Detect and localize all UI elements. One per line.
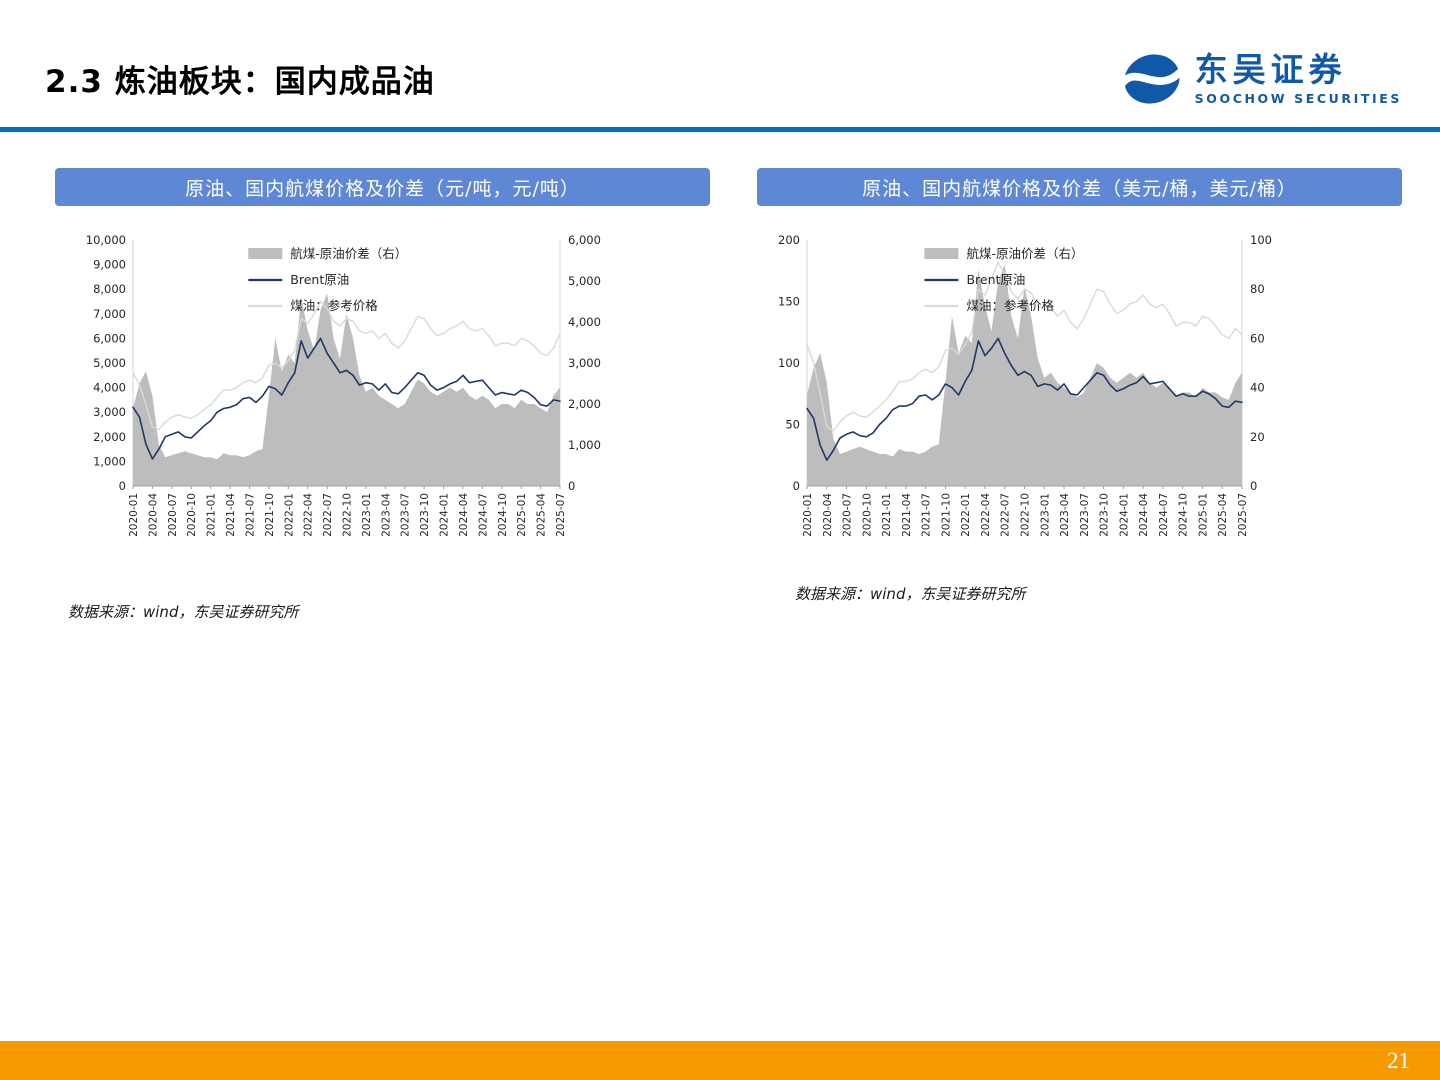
svg-text:2020-07: 2020-07 [167,493,179,537]
svg-text:2020-10: 2020-10 [861,493,873,537]
svg-text:2023-07: 2023-07 [1079,493,1091,537]
svg-text:2021-10: 2021-10 [940,493,952,537]
svg-text:2020-01: 2020-01 [802,493,814,537]
svg-text:2024-07: 2024-07 [1158,493,1170,537]
footer-bar: 21 [0,1041,1440,1080]
svg-text:2022-07: 2022-07 [322,493,334,537]
svg-text:2023-10: 2023-10 [1099,493,1111,537]
svg-text:150: 150 [778,295,800,309]
svg-text:2022-07: 2022-07 [1000,493,1012,537]
svg-text:2024-01: 2024-01 [439,493,451,537]
svg-text:8,000: 8,000 [93,282,126,296]
panel-header-usd: 原油、国内航煤价格及价差（美元/桶，美元/桶） [757,168,1402,206]
soochow-logo-icon [1120,54,1183,104]
svg-text:100: 100 [778,356,800,370]
svg-text:6,000: 6,000 [93,331,126,345]
svg-text:2023-04: 2023-04 [1059,493,1071,537]
svg-text:1,000: 1,000 [93,454,126,468]
svg-text:Brent原油: Brent原油 [290,272,349,287]
svg-text:煤油：参考价格: 煤油：参考价格 [966,298,1054,313]
logo-name-en: SOOCHOW SECURITIES [1194,90,1402,106]
svg-text:3,000: 3,000 [93,405,126,419]
page-number: 21 [1387,1048,1410,1073]
source-note-cny: 数据来源：wind，东吴证券研究所 [68,603,299,621]
svg-text:60: 60 [1250,331,1265,345]
svg-text:2021-01: 2021-01 [881,493,893,537]
svg-text:2020-01: 2020-01 [128,493,140,537]
svg-text:2021-04: 2021-04 [901,493,913,537]
svg-text:2,000: 2,000 [568,397,601,411]
svg-text:2024-07: 2024-07 [477,493,489,537]
svg-text:6,000: 6,000 [568,233,601,247]
svg-text:航煤-原油价差（右）: 航煤-原油价差（右） [966,246,1083,261]
svg-text:50: 50 [785,418,800,432]
svg-text:2020-04: 2020-04 [822,493,834,537]
svg-text:1,000: 1,000 [568,438,601,452]
svg-text:2022-01: 2022-01 [960,493,972,537]
svg-text:5,000: 5,000 [568,274,601,288]
svg-text:200: 200 [778,233,800,247]
svg-text:航煤-原油价差（右）: 航煤-原油价差（右） [290,246,407,261]
svg-text:2021-10: 2021-10 [264,493,276,537]
svg-text:Brent原油: Brent原油 [966,272,1025,287]
svg-text:2022-04: 2022-04 [980,493,992,537]
svg-text:4,000: 4,000 [93,381,126,395]
svg-text:2021-07: 2021-07 [244,493,256,537]
svg-text:2020-07: 2020-07 [842,493,854,537]
svg-text:20: 20 [1250,430,1265,444]
svg-text:2024-10: 2024-10 [1178,493,1190,537]
svg-text:2025-04: 2025-04 [1217,493,1229,537]
svg-text:2020-04: 2020-04 [147,493,159,537]
svg-text:2025-07: 2025-07 [1237,493,1249,537]
svg-text:2024-01: 2024-01 [1118,493,1130,537]
svg-text:2024-04: 2024-04 [458,493,470,537]
svg-text:2021-01: 2021-01 [206,493,218,537]
svg-text:2025-04: 2025-04 [536,493,548,537]
svg-text:7,000: 7,000 [93,307,126,321]
divider [0,127,1440,132]
soochow-logo: 东吴证券 SOOCHOW SECURITIES [1120,50,1402,108]
svg-text:40: 40 [1250,381,1265,395]
svg-text:4,000: 4,000 [568,315,601,329]
svg-text:2022-04: 2022-04 [303,493,315,537]
svg-text:2022-10: 2022-10 [342,493,354,537]
svg-text:80: 80 [1250,282,1265,296]
svg-text:2023-01: 2023-01 [1039,493,1051,537]
svg-text:5,000: 5,000 [93,356,126,370]
svg-text:3,000: 3,000 [568,356,601,370]
svg-text:2025-01: 2025-01 [1197,493,1209,537]
svg-text:0: 0 [119,479,126,493]
svg-text:2024-04: 2024-04 [1138,493,1150,537]
svg-text:2023-04: 2023-04 [380,493,392,537]
svg-text:2022-01: 2022-01 [283,493,295,537]
svg-text:2022-10: 2022-10 [1020,493,1032,537]
svg-text:2023-01: 2023-01 [361,493,373,537]
svg-text:2025-07: 2025-07 [555,493,567,537]
price-spread-chart-cny: 0 1,000 2,000 3,000 4,000 5,000 6,000 7,000 8,00… [86,233,601,537]
price-spread-chart-usd: 0 50 100 150 200 0 20 40 60 80 100 2020-01 2020-04 20… [778,233,1272,537]
panel-header-cny: 原油、国内航煤价格及价差（元/吨，元/吨） [55,168,710,206]
panel-usd: 原油、国内航煤价格及价差（美元/桶，美元/桶） 0 50 100 150 200 0 20 4… [757,168,1402,604]
svg-text:2,000: 2,000 [93,430,126,444]
svg-text:0: 0 [568,479,575,493]
svg-text:100: 100 [1250,233,1272,247]
svg-text:2024-10: 2024-10 [497,493,509,537]
svg-text:2021-04: 2021-04 [225,493,237,537]
logo-name-cn: 东吴证券 [1194,50,1347,90]
logo-text: 东吴证券 SOOCHOW SECURITIES [1194,50,1402,106]
svg-text:2020-10: 2020-10 [186,493,198,537]
svg-text:10,000: 10,000 [86,233,126,247]
svg-text:2023-10: 2023-10 [419,493,431,537]
source-note-usd: 数据来源：wind，东吴证券研究所 [795,585,1026,603]
svg-text:2025-01: 2025-01 [516,493,528,537]
svg-text:2021-07: 2021-07 [921,493,933,537]
page-title: 2.3 炼油板块：国内成品油 [45,64,435,100]
svg-text:2023-07: 2023-07 [400,493,412,537]
panel-cny: 原油、国内航煤价格及价差（元/吨，元/吨） 0 1,000 2,000 3,000 4,… [55,168,710,622]
svg-text:9,000: 9,000 [93,258,126,272]
svg-text:0: 0 [793,479,800,493]
svg-text:煤油：参考价格: 煤油：参考价格 [290,298,378,313]
svg-text:0: 0 [1250,479,1257,493]
